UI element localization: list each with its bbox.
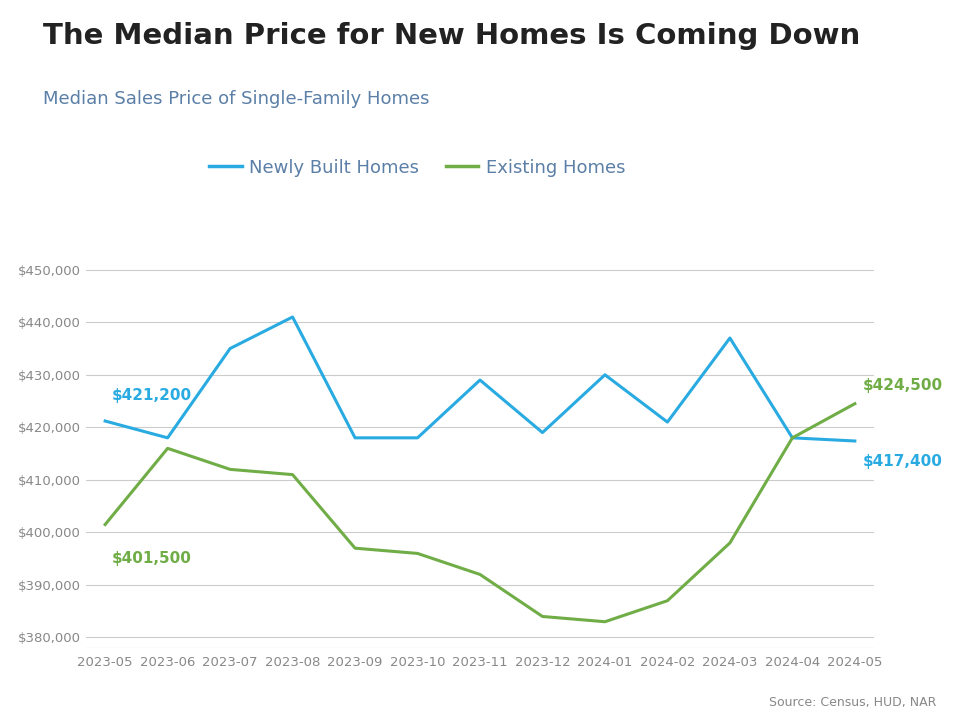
Text: $417,400: $417,400 [862,454,942,469]
Text: The Median Price for New Homes Is Coming Down: The Median Price for New Homes Is Coming… [43,22,860,50]
Text: Median Sales Price of Single-Family Homes: Median Sales Price of Single-Family Home… [43,90,430,108]
Text: Source: Census, HUD, NAR: Source: Census, HUD, NAR [769,696,936,709]
Text: $424,500: $424,500 [862,378,943,393]
Text: $401,500: $401,500 [111,551,191,566]
Legend: Newly Built Homes, Existing Homes: Newly Built Homes, Existing Homes [202,152,633,184]
Text: $421,200: $421,200 [111,387,191,402]
